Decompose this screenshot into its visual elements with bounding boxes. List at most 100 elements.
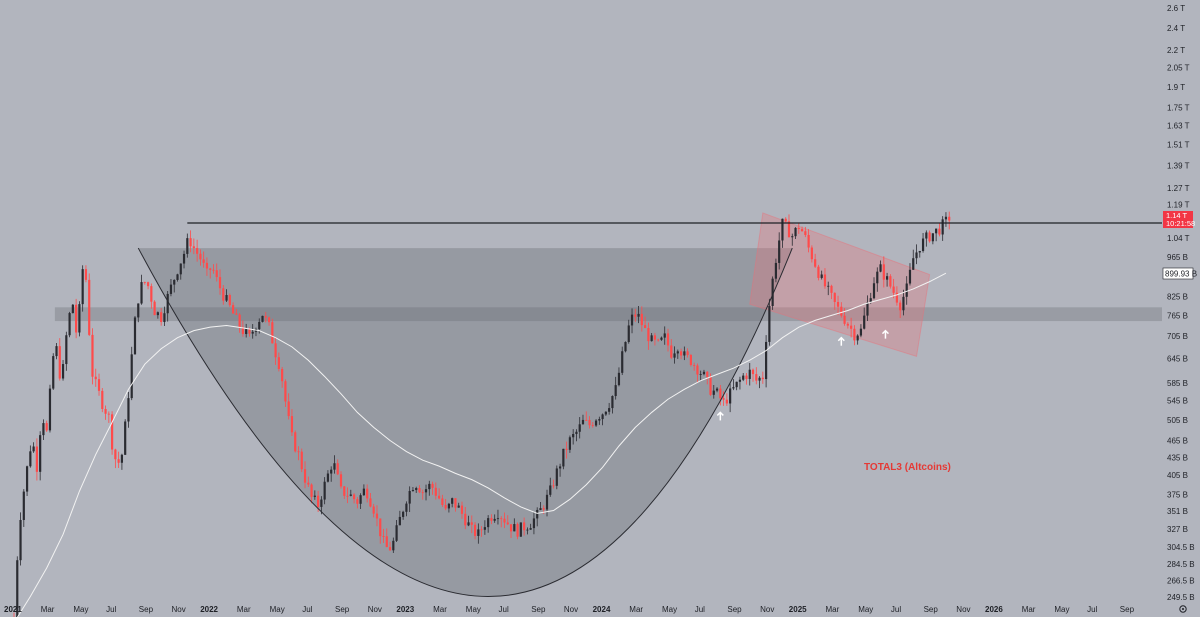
candle-body (297, 451, 300, 453)
candle-body (32, 446, 35, 452)
candle-body (948, 216, 951, 221)
candle-body (274, 343, 277, 358)
candle-body (55, 346, 58, 357)
candle-body (496, 518, 500, 520)
candle-body (640, 313, 643, 326)
candle-body (748, 369, 751, 379)
candle-body (464, 513, 467, 526)
candle-body (310, 484, 313, 497)
candle-body (689, 355, 692, 366)
candle-body (88, 279, 91, 335)
candle-body (133, 317, 137, 355)
time-tick-label: Jul (1087, 605, 1097, 614)
candle-body (611, 396, 614, 409)
time-axis[interactable]: 2021 Mar May Jul Sep Nov 2022 Mar May Jul Sep Nov 20… (4, 605, 1135, 614)
candle-body (814, 259, 817, 267)
candle-body (784, 218, 787, 222)
candle-body (78, 304, 81, 333)
time-tick-label: Sep (727, 605, 742, 614)
candle-body (715, 388, 719, 391)
candle-body (735, 381, 738, 388)
candles (13, 211, 951, 617)
candle-body (771, 278, 774, 306)
candle-body (885, 276, 889, 280)
candle-body (137, 303, 140, 318)
candle-body (421, 492, 424, 494)
candle-body (781, 218, 784, 241)
price-tick-label: 585 B (1167, 379, 1188, 388)
candle-body (876, 271, 879, 284)
candle-body (666, 333, 670, 346)
candle-body (493, 518, 496, 521)
candle-body (457, 505, 460, 508)
candle-body (483, 527, 486, 530)
price-tick-label: 965 B (1167, 253, 1188, 262)
candle-body (130, 354, 133, 399)
candle-body (71, 304, 74, 314)
candle-body (81, 269, 84, 305)
candle-body (693, 365, 696, 366)
candle-body (375, 513, 379, 519)
candle-body (215, 270, 218, 278)
candle-body (729, 388, 732, 404)
price-tick-label: 375 B (1167, 491, 1188, 500)
price-tick-label: 1.75 T (1167, 103, 1190, 112)
candle-body (248, 329, 251, 334)
price-tick-label: 327 B (1167, 525, 1188, 534)
time-tick-label: Mar (629, 605, 643, 614)
price-tick-label: 1.19 T (1167, 200, 1190, 209)
candle-body (591, 425, 594, 426)
candle-body (558, 466, 562, 469)
time-tick-label: Jul (891, 605, 901, 614)
time-tick-label: May (858, 605, 873, 614)
ma-tag: 899.93 B (1162, 267, 1197, 280)
price-axis[interactable]: 2.6 T 2.4 T 2.2 T 2.05 T 1.9 T 1.75 T 1.63 T 1.… (1167, 4, 1195, 602)
candle-body (405, 503, 408, 512)
candle-body (209, 268, 212, 270)
candle-body (820, 274, 823, 278)
candle-body (526, 529, 529, 531)
candle-body (84, 269, 88, 280)
candle-body (114, 449, 117, 460)
candle-body (349, 494, 352, 496)
candle-body (379, 518, 382, 537)
time-tick-label: 2023 (396, 605, 414, 614)
candle-body (751, 369, 755, 375)
candle-body (245, 329, 248, 335)
candle-body (169, 284, 173, 294)
time-tick-label: Nov (172, 605, 186, 614)
candle-body (65, 335, 68, 365)
candle-body (840, 306, 843, 316)
candle-body (604, 411, 607, 415)
candle-body (317, 495, 320, 507)
candle-body (97, 379, 101, 391)
candle-body (774, 262, 778, 279)
candle-body (529, 528, 532, 530)
candle-body (205, 262, 209, 269)
candle-body (807, 234, 810, 248)
candle-body (670, 345, 673, 358)
candle-body (719, 388, 722, 399)
candle-body (441, 498, 444, 505)
candle-body (218, 277, 222, 289)
settings-icon[interactable] (1179, 605, 1187, 613)
candle-body (797, 227, 800, 230)
candle-body (657, 339, 660, 341)
price-tick-label: 825 B (1167, 292, 1188, 301)
candle-body (179, 263, 182, 275)
candle-body (454, 498, 457, 508)
time-tick-label: Mar (41, 605, 55, 614)
candle-body (899, 302, 902, 311)
candle-body (545, 494, 549, 510)
candle-body (231, 305, 235, 314)
candle-body (843, 315, 846, 324)
price-tick-label: 2.2 T (1167, 46, 1185, 55)
time-tick-label: May (1054, 605, 1069, 614)
candle-body (392, 540, 395, 551)
candle-body (372, 506, 375, 514)
candle-body (944, 216, 948, 220)
time-tick-label: Sep (139, 605, 154, 614)
price-tick-label: 1.63 T (1167, 121, 1190, 130)
candle-body (542, 508, 545, 510)
